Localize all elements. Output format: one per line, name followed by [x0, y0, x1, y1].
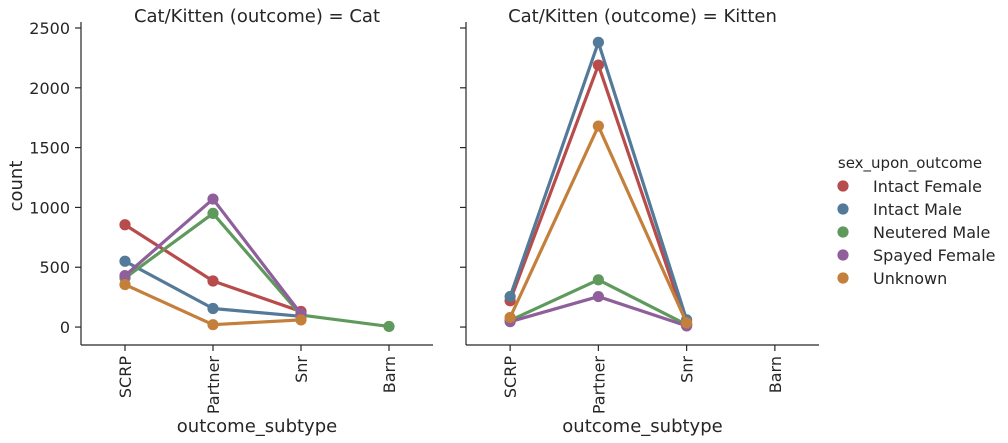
legend-label: Intact Male [873, 200, 962, 219]
x-tick-label: Barn [766, 356, 785, 393]
legend-label: Intact Female [873, 177, 982, 196]
legend-marker [837, 180, 849, 192]
y-tick-label: 0 [60, 318, 70, 337]
x-tick-label: Partner [589, 356, 608, 415]
data-point [592, 120, 604, 132]
data-point [207, 193, 219, 205]
data-point [207, 275, 219, 287]
data-point [207, 319, 219, 331]
data-point [207, 207, 219, 220]
legend-item-intact-male: Intact Male [837, 200, 962, 219]
legend-item-intact-female: Intact Female [837, 177, 982, 196]
data-point [295, 314, 307, 326]
legend-item-unknown: Unknown [837, 269, 947, 288]
y-tick-label: 1000 [29, 198, 70, 217]
x-tick-label: Snr [678, 356, 697, 383]
series-line [123, 223, 303, 314]
series-intact-female [119, 219, 307, 318]
panel-title: Cat/Kitten (outcome) = Kitten [508, 6, 777, 27]
series-unknown [504, 120, 693, 329]
legend-marker [837, 249, 849, 261]
legend-marker [837, 226, 849, 238]
legend-label: Neutered Male [873, 223, 990, 242]
legend-item-neutered-male: Neutered Male [837, 223, 990, 242]
legend: sex_upon_outcome Intact Female Intact Male… [837, 154, 996, 288]
legend-item-spayed-female: Spayed Female [837, 246, 996, 265]
data-point [592, 59, 604, 71]
series-intact-female [504, 59, 693, 331]
x-tick-label: SCRP [116, 356, 135, 398]
x-tick-label: Barn [380, 356, 399, 393]
panel-1: Cat/Kitten (outcome) = Cat 0 500 1000 1500 20… [29, 6, 433, 437]
panel-2: Cat/Kitten (outcome) = Kitten SCRP Partner… [460, 6, 819, 437]
panels: Cat/Kitten (outcome) = Cat 0 500 1000 1500 20… [29, 6, 819, 437]
series-unknown [119, 278, 307, 331]
legend-label: Spayed Female [873, 246, 996, 265]
series-line [508, 63, 689, 327]
legend-title: sex_upon_outcome [838, 154, 982, 173]
data-point [592, 290, 604, 303]
data-point [383, 320, 395, 333]
legend-label: Unknown [873, 269, 947, 288]
x-tick-label: SCRP [501, 356, 520, 398]
data-point [592, 274, 604, 286]
legend-marker [837, 203, 849, 215]
y-tick-label: 2500 [29, 19, 70, 38]
y-tick-label: 500 [39, 258, 70, 277]
x-tick-label: Partner [204, 356, 223, 415]
panel-title: Cat/Kitten (outcome) = Cat [134, 6, 380, 27]
series-line [123, 211, 391, 329]
data-point [207, 302, 219, 315]
y-axis-label: count [6, 161, 27, 212]
y-tick-label: 1500 [29, 139, 70, 158]
series-neutered-male [504, 274, 693, 331]
data-point [119, 255, 131, 267]
x-tick-label: Snr [292, 356, 311, 383]
y-tick-label: 2000 [29, 79, 70, 98]
data-point [504, 311, 516, 324]
data-point [119, 219, 131, 231]
series-spayed-female [119, 193, 307, 320]
data-point [681, 317, 693, 329]
x-axis-label: outcome_subtype [562, 416, 722, 437]
data-point [119, 270, 131, 282]
x-axis-label: outcome_subtype [177, 416, 337, 437]
data-point [504, 290, 516, 303]
data-point [592, 36, 604, 48]
legend-marker [837, 272, 849, 284]
data-point [119, 278, 131, 291]
